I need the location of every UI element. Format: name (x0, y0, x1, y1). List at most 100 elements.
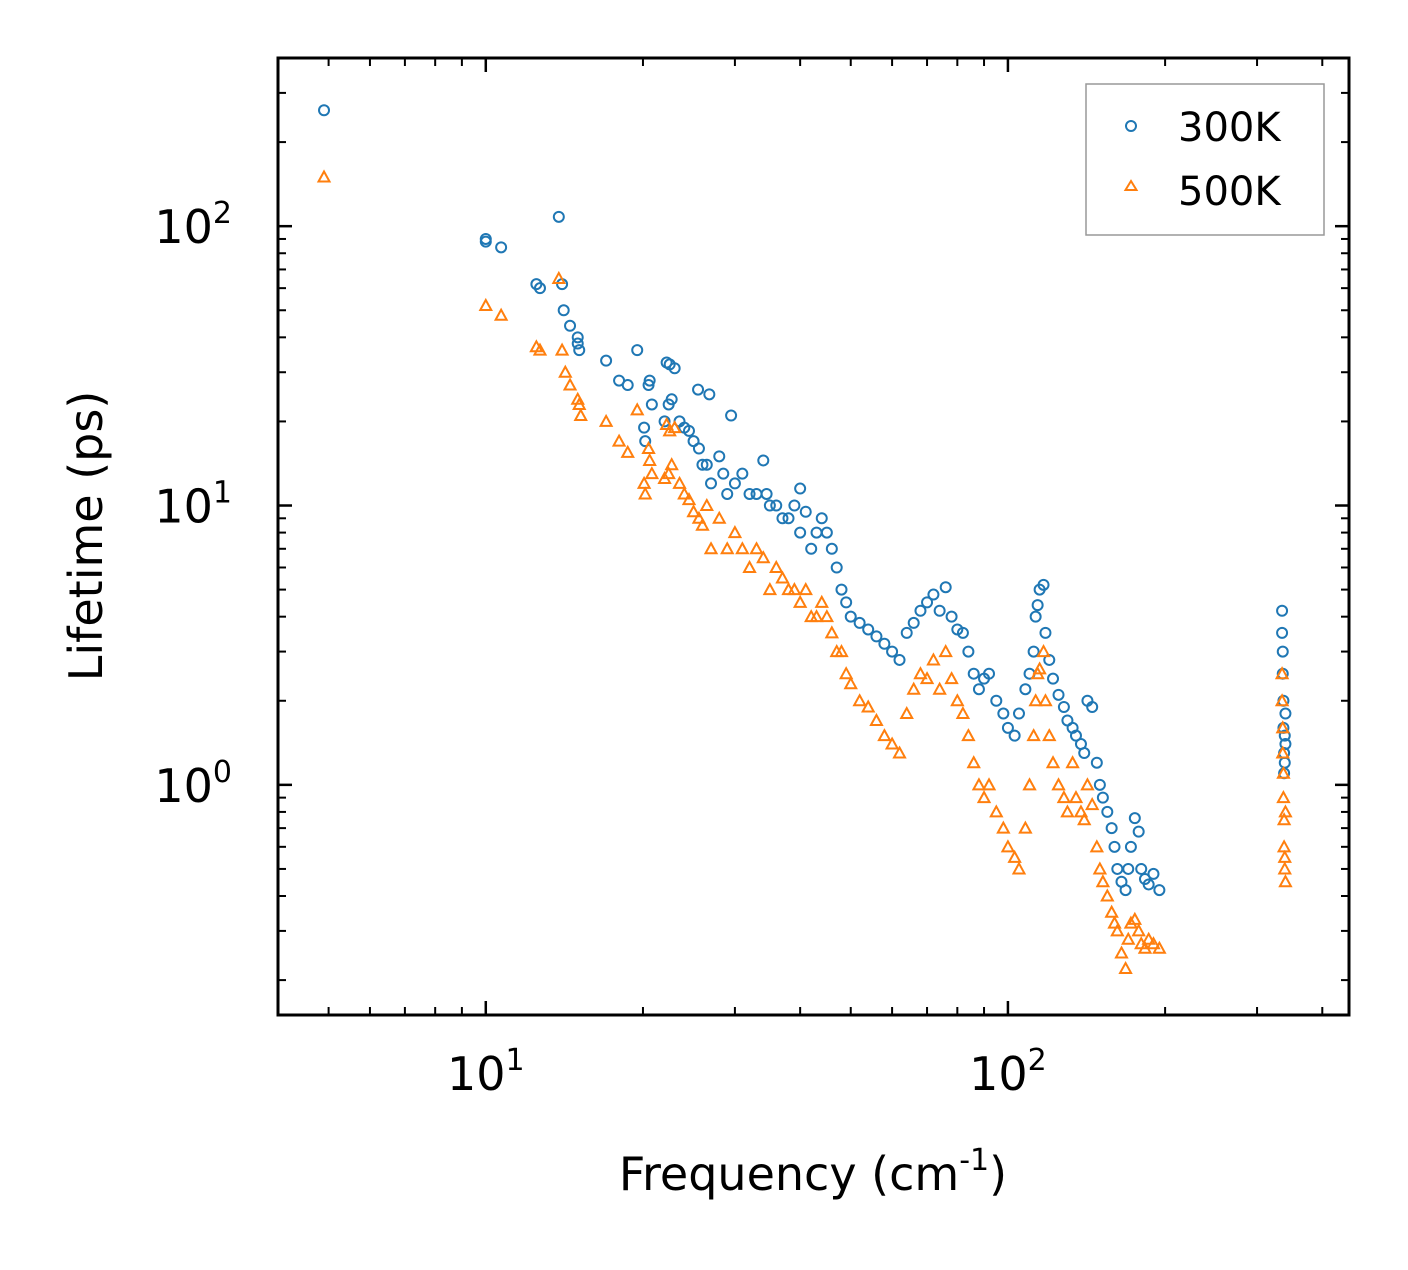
data-point (692, 442, 705, 455)
data-point (1101, 805, 1114, 818)
data-point (840, 596, 853, 609)
data-point (862, 623, 875, 636)
data-point (1084, 796, 1100, 811)
data-point (554, 342, 570, 356)
data-point (1080, 777, 1095, 791)
data-point (1086, 700, 1099, 713)
data-point (703, 388, 716, 401)
data-point (1111, 862, 1124, 875)
data-point (1060, 804, 1075, 818)
data-point (533, 282, 546, 295)
data-point (725, 409, 738, 422)
data-point (749, 541, 764, 555)
data-point (1153, 884, 1166, 897)
data-point (636, 475, 652, 489)
data-point (810, 526, 823, 539)
data-point (1278, 804, 1293, 818)
data-point (944, 671, 959, 685)
data-point (677, 486, 692, 500)
data-point (712, 510, 727, 524)
data-point (926, 652, 941, 666)
data-point (843, 676, 858, 690)
data-point (824, 625, 840, 639)
data-point (713, 450, 726, 463)
data-point (1122, 862, 1135, 875)
data-point (662, 398, 675, 411)
data-point (892, 745, 907, 759)
data-point (1104, 904, 1119, 918)
data-point (644, 466, 660, 480)
data-point (631, 344, 644, 357)
data-point (825, 542, 838, 555)
data-point (1276, 645, 1289, 658)
y-axis-label: Lifetime (ps) (59, 391, 113, 682)
data-point (620, 444, 635, 458)
data-point (861, 699, 876, 713)
data-point (1278, 729, 1291, 742)
data-point (551, 270, 567, 284)
data-point (750, 487, 763, 500)
data-point (776, 512, 789, 525)
data-point (573, 407, 588, 422)
data-point (1279, 738, 1292, 751)
data-point (1037, 578, 1050, 591)
data-point (645, 398, 658, 411)
legend-label-300k: 300K (1178, 105, 1282, 151)
data-point (976, 790, 992, 804)
data-point (668, 362, 681, 375)
data-point (1123, 915, 1139, 929)
data-point (564, 319, 577, 332)
data-point (814, 594, 829, 608)
data-point (819, 609, 835, 623)
data-point (672, 475, 687, 489)
data-point (705, 477, 718, 490)
data-point (1069, 729, 1082, 742)
data-point (834, 643, 849, 658)
data-point (1000, 839, 1016, 853)
data-point (573, 344, 586, 357)
data-point (642, 452, 657, 466)
data-point (692, 383, 705, 396)
data-point (1078, 747, 1091, 760)
data-point (756, 550, 771, 564)
data-point (1275, 745, 1290, 759)
data-point (1092, 861, 1108, 875)
data-point (838, 666, 854, 680)
data-point (1119, 884, 1132, 897)
data-point (852, 693, 867, 707)
data-point (1152, 940, 1167, 954)
data-point (878, 637, 891, 650)
data-point (1031, 599, 1044, 612)
data-point (899, 705, 914, 720)
data-point (956, 626, 969, 639)
x-tick-label: 101 (447, 1043, 525, 1101)
data-point (799, 505, 812, 518)
data-point (721, 487, 734, 500)
data-point (495, 241, 508, 254)
data-point (316, 169, 332, 183)
data-point (1276, 790, 1291, 804)
data-point (1108, 840, 1121, 853)
data-point (830, 561, 843, 574)
data-point (621, 379, 634, 392)
data-point (643, 374, 656, 387)
data-point (1090, 756, 1103, 769)
x-axis-label: Frequency (cm-1) (619, 1143, 1007, 1201)
data-point (794, 482, 807, 495)
data-point (938, 643, 953, 658)
data-point (1007, 849, 1022, 863)
data-point (699, 497, 714, 512)
data-point (1121, 931, 1136, 945)
data-point (1276, 839, 1292, 853)
data-point (1057, 700, 1070, 713)
data-point (996, 820, 1011, 834)
data-point (479, 232, 492, 245)
data-point (720, 541, 735, 555)
data-point (1008, 729, 1021, 742)
data-point (742, 559, 757, 573)
data-point (1073, 804, 1089, 818)
data-point (921, 596, 934, 609)
data-point (1277, 861, 1292, 875)
data-point (1019, 683, 1032, 696)
